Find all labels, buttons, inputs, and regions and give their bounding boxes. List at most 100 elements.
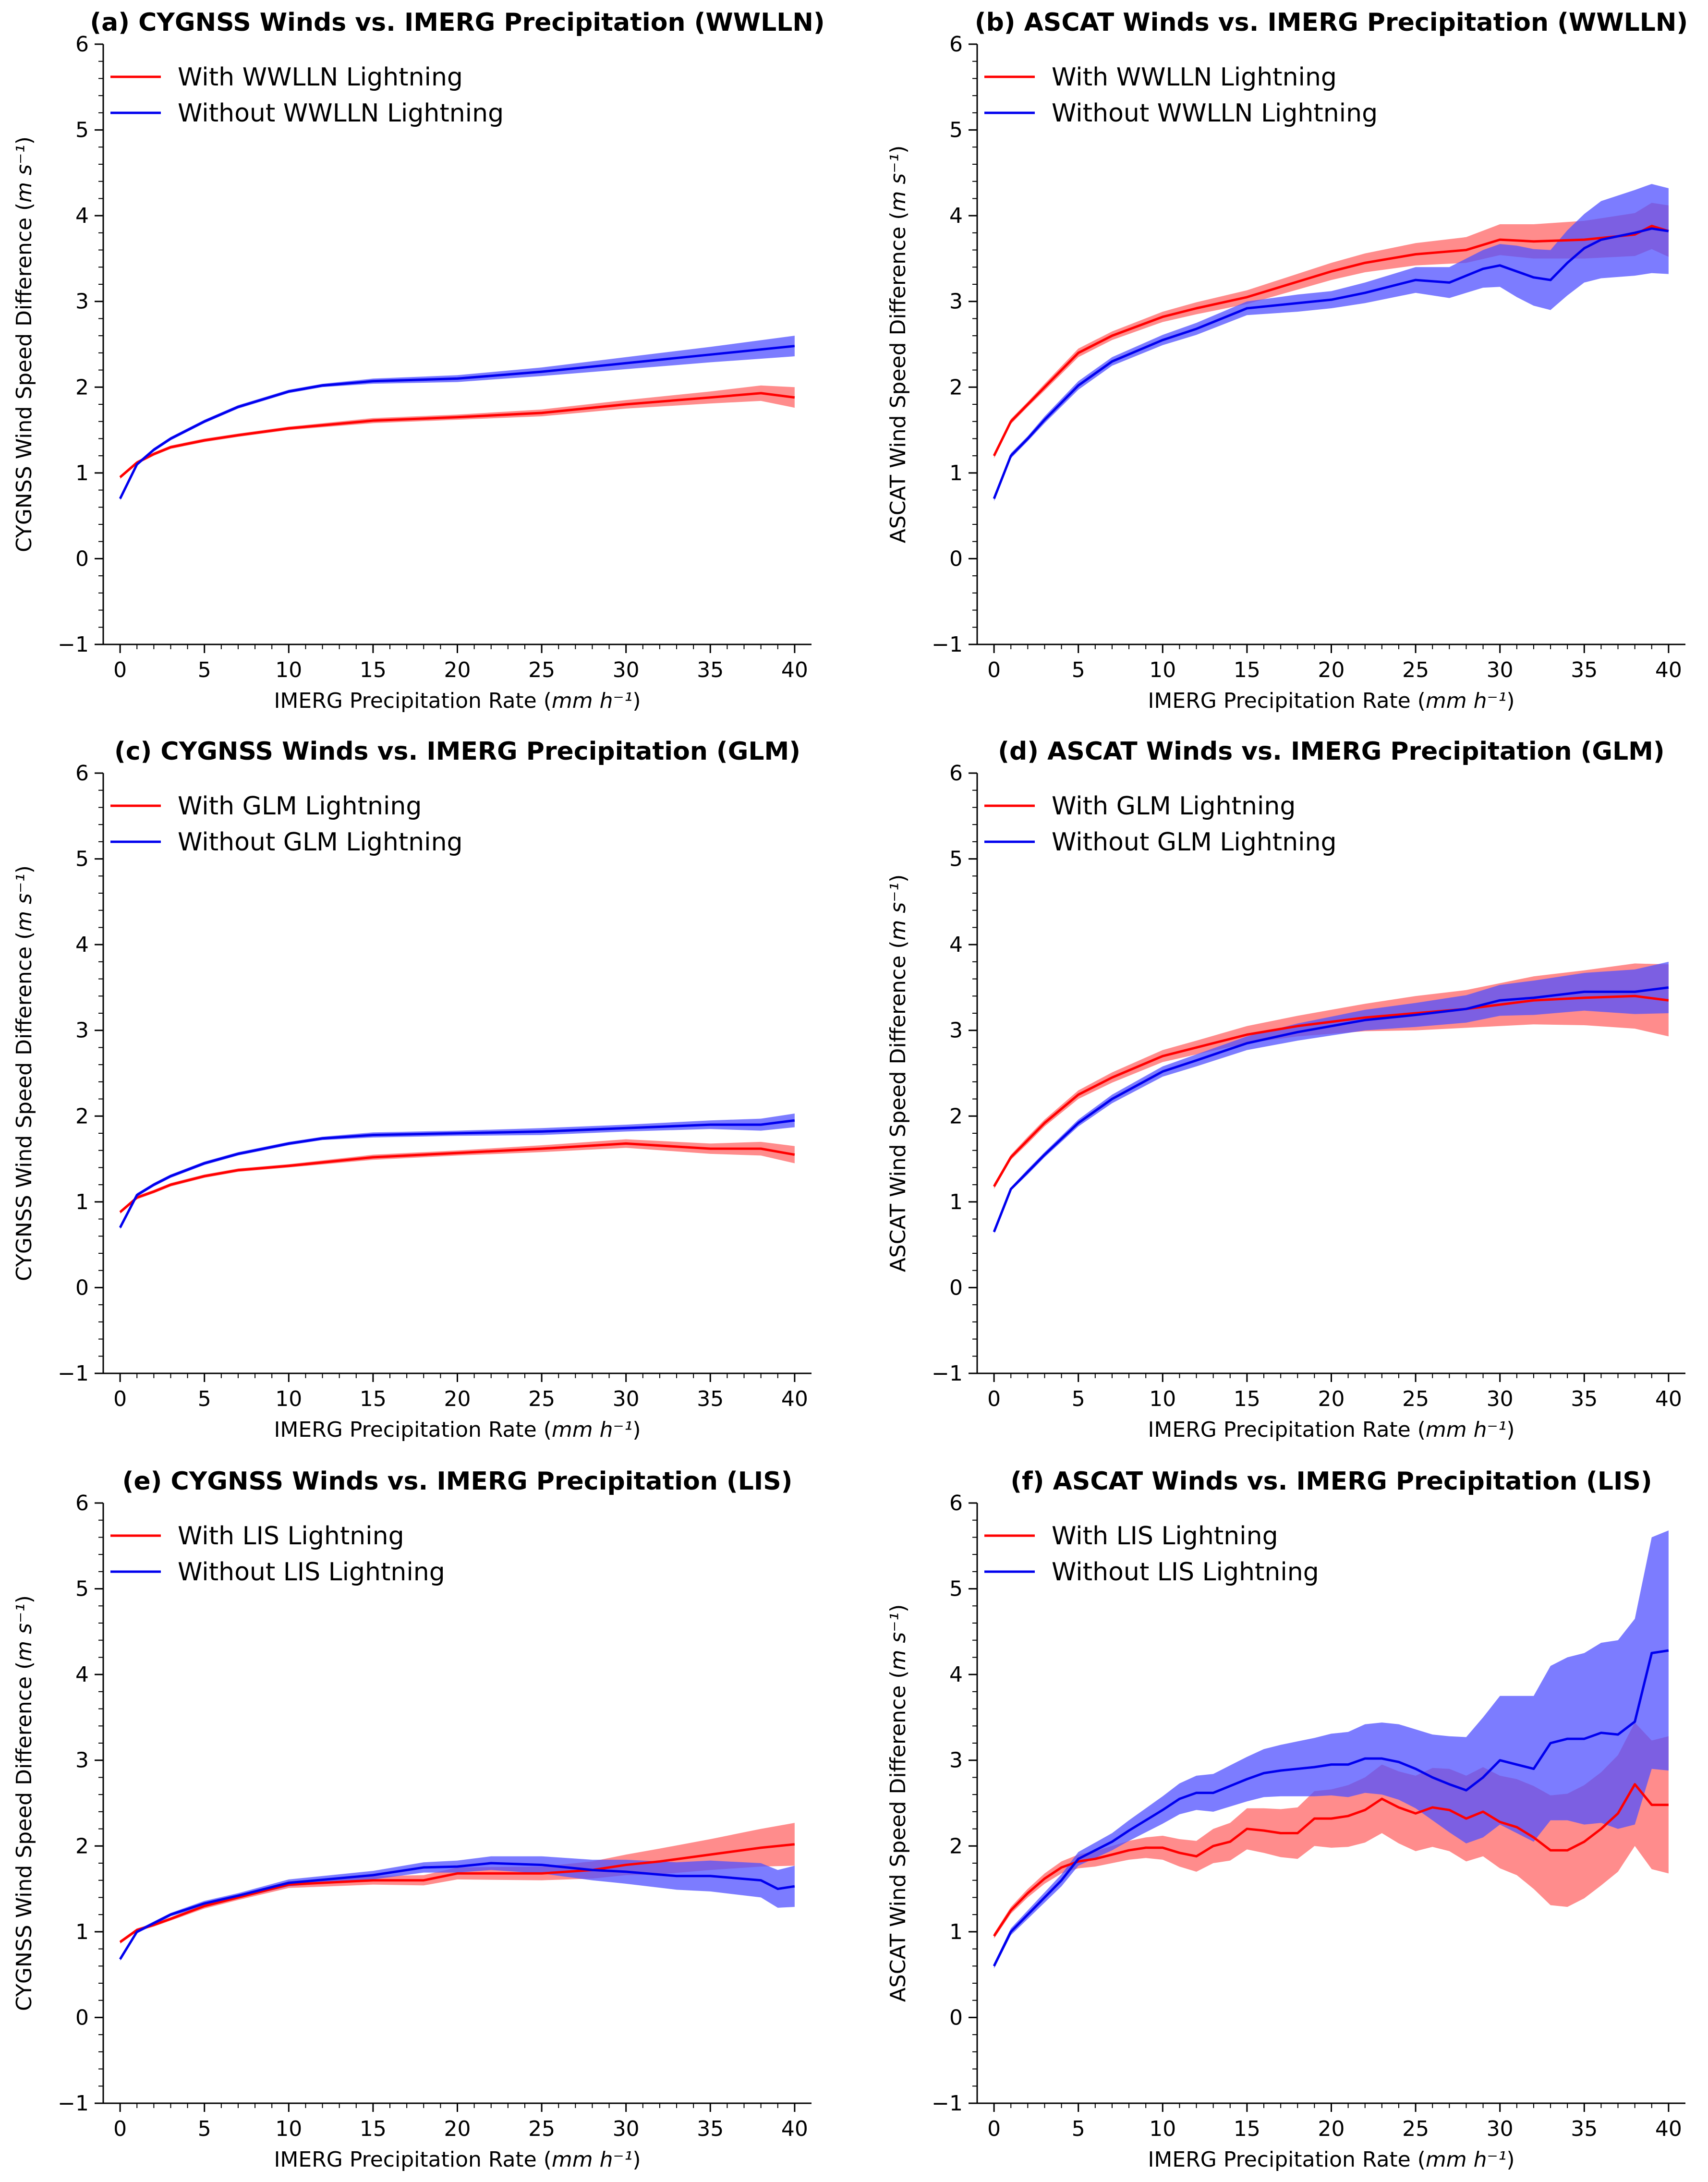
x-tick-label: 40 (781, 2117, 808, 2141)
series-line-0 (993, 994, 1669, 1187)
y-tick-label: 3 (949, 290, 963, 314)
y-tick-label: 3 (75, 290, 89, 314)
legend-label-0: With WWLLN Lightning (178, 63, 463, 92)
y-tick-label: 4 (949, 204, 963, 228)
confidence-band-1 (994, 1530, 1669, 1969)
x-axis-label: IMERG Precipitation Rate (mm h⁻¹) (1148, 689, 1514, 713)
y-tick-label: 2 (75, 1104, 89, 1128)
y-tick-label: 0 (949, 1275, 963, 1300)
y-axis-label: ASCAT Wind Speed Difference (m s⁻¹) (886, 145, 910, 544)
y-tick-label: 1 (949, 461, 963, 485)
y-tick-label: −1 (932, 2091, 963, 2116)
x-tick-label: 30 (613, 658, 640, 682)
series-line-0 (993, 1783, 1669, 1937)
x-tick-label: 35 (697, 658, 724, 682)
y-tick-label: 2 (949, 1104, 963, 1128)
y-tick-label: 3 (949, 1748, 963, 1773)
y-tick-label: 4 (949, 1662, 963, 1687)
x-tick-label: 40 (781, 658, 808, 682)
y-tick-label: −1 (58, 1361, 89, 1386)
y-tick-label: 5 (75, 1577, 89, 1601)
series-line-0 (119, 392, 795, 478)
y-tick-label: 3 (949, 1018, 963, 1043)
legend-label-0: With LIS Lightning (1052, 1522, 1278, 1551)
y-tick-label: −1 (58, 2091, 89, 2116)
y-tick-label: 0 (949, 2005, 963, 2030)
x-tick-label: 35 (1571, 1387, 1598, 1411)
chart-title: (c) CYGNSS Winds vs. IMERG Precipitation… (114, 737, 800, 766)
x-tick-label: 25 (1402, 2117, 1429, 2141)
chart-title: (f) ASCAT Winds vs. IMERG Precipitation … (1010, 1467, 1652, 1496)
y-tick-label: 2 (949, 1834, 963, 1858)
chart-panel-4: (e) CYGNSS Winds vs. IMERG Precipitation… (12, 1467, 812, 2172)
x-tick-label: 5 (198, 1387, 211, 1411)
y-tick-label: 2 (75, 375, 89, 400)
series-line-1 (993, 227, 1669, 499)
confidence-band-0 (120, 1139, 795, 1214)
x-tick-label: 40 (1655, 1387, 1682, 1411)
y-tick-label: 4 (75, 933, 89, 957)
legend-label-0: With GLM Lightning (1052, 792, 1296, 821)
x-tick-label: 10 (275, 1387, 302, 1411)
x-tick-label: 15 (1234, 658, 1260, 682)
x-axis-label: IMERG Precipitation Rate (mm h⁻¹) (274, 1418, 641, 1442)
series-line-1 (119, 1862, 795, 1960)
legend-label-1: Without WWLLN Lightning (178, 99, 504, 128)
x-tick-label: 40 (1655, 658, 1682, 682)
y-tick-label: 4 (949, 933, 963, 957)
x-tick-label: 10 (275, 658, 302, 682)
y-tick-label: −1 (58, 632, 89, 657)
x-tick-label: 5 (198, 2117, 211, 2141)
y-tick-label: 5 (75, 118, 89, 143)
x-tick-label: 5 (1072, 1387, 1085, 1411)
legend-label-1: Without GLM Lightning (1052, 828, 1337, 857)
y-axis-label: CYGNSS Wind Speed Difference (m s⁻¹) (12, 1595, 36, 2011)
chart-panel-3: (d) ASCAT Winds vs. IMERG Precipitation … (886, 737, 1685, 1442)
y-tick-label: −1 (932, 1361, 963, 1386)
x-tick-label: 10 (1149, 2117, 1176, 2141)
y-tick-label: 5 (949, 1577, 963, 1601)
x-tick-label: 25 (528, 2117, 555, 2141)
x-axis-label: IMERG Precipitation Rate (mm h⁻¹) (274, 689, 641, 713)
x-tick-label: 0 (113, 1387, 127, 1411)
x-axis-label: IMERG Precipitation Rate (mm h⁻¹) (1148, 2147, 1514, 2172)
y-tick-label: 4 (75, 1662, 89, 1687)
y-tick-label: 0 (75, 546, 89, 571)
y-tick-label: 6 (949, 1491, 963, 1515)
chart-title: (e) CYGNSS Winds vs. IMERG Precipitation… (122, 1467, 793, 1496)
y-tick-label: 2 (949, 375, 963, 400)
y-tick-label: 4 (75, 204, 89, 228)
x-tick-label: 30 (1487, 658, 1514, 682)
x-tick-label: 30 (1487, 2117, 1514, 2141)
chart-title: (b) ASCAT Winds vs. IMERG Precipitation … (975, 8, 1688, 37)
x-tick-label: 0 (987, 1387, 1001, 1411)
x-tick-label: 0 (987, 2117, 1001, 2141)
y-tick-label: 1 (75, 461, 89, 485)
x-tick-label: 20 (444, 658, 471, 682)
confidence-band-0 (994, 963, 1669, 1189)
y-axis-label: CYGNSS Wind Speed Difference (m s⁻¹) (12, 136, 36, 552)
y-tick-label: 0 (949, 546, 963, 571)
x-tick-label: 15 (360, 2117, 387, 2141)
x-tick-label: 0 (987, 658, 1001, 682)
x-tick-label: 35 (697, 1387, 724, 1411)
x-tick-label: 5 (198, 658, 211, 682)
x-tick-label: 15 (360, 658, 387, 682)
y-tick-label: 3 (75, 1748, 89, 1773)
y-axis-label: CYGNSS Wind Speed Difference (m s⁻¹) (12, 865, 36, 1281)
series-line-0 (119, 1142, 795, 1213)
y-tick-label: 6 (949, 32, 963, 57)
series-line-1 (993, 1649, 1669, 1967)
series-line-1 (119, 345, 795, 499)
x-tick-label: 20 (1318, 2117, 1345, 2141)
x-tick-label: 25 (528, 658, 555, 682)
x-tick-label: 35 (697, 2117, 724, 2141)
chart-panel-5: (f) ASCAT Winds vs. IMERG Precipitation … (886, 1467, 1685, 2172)
chart-panel-2: (c) CYGNSS Winds vs. IMERG Precipitation… (12, 737, 812, 1442)
y-axis-label: ASCAT Wind Speed Difference (m s⁻¹) (886, 874, 910, 1273)
y-tick-label: 6 (949, 761, 963, 786)
x-tick-label: 10 (1149, 658, 1176, 682)
x-tick-label: 0 (113, 658, 127, 682)
y-tick-label: 0 (75, 1275, 89, 1300)
x-axis-label: IMERG Precipitation Rate (mm h⁻¹) (1148, 1418, 1514, 1442)
